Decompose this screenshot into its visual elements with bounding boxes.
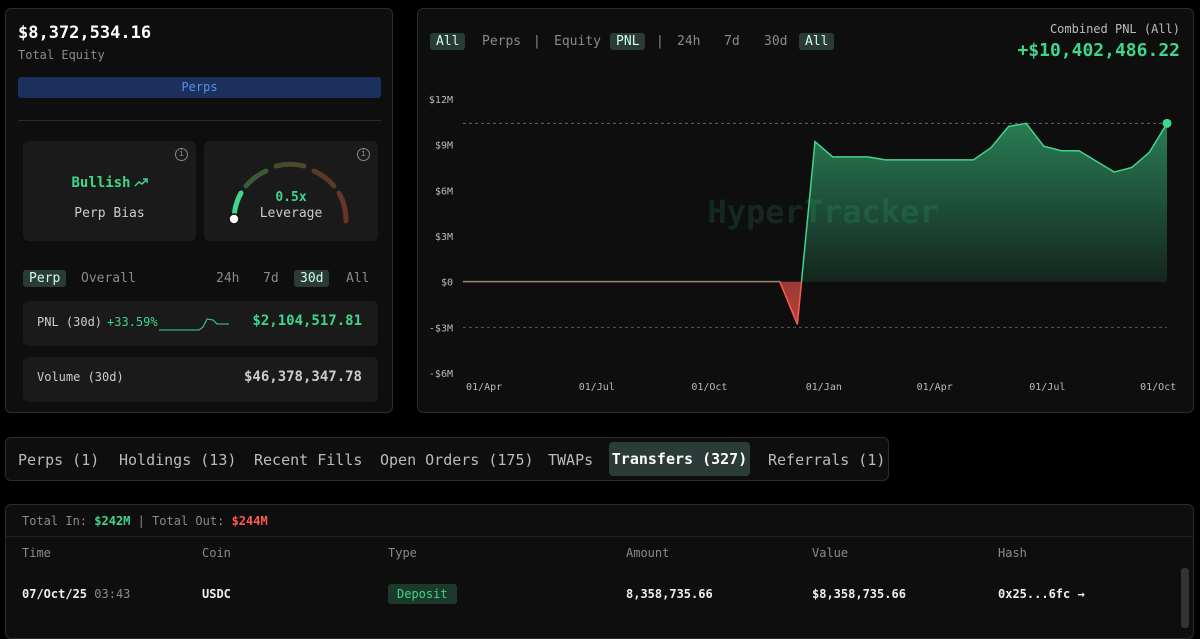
volume-card: Volume (30d) $46,378,347.78 xyxy=(23,357,378,402)
leverage-card: i 0.5x Leverage xyxy=(204,141,378,241)
account-panel: $8,372,534.16 Total Equity Perps i Bulli… xyxy=(5,8,393,413)
x-tick-label: 01/Apr xyxy=(466,382,502,393)
tab[interactable]: Recent Fills xyxy=(254,451,363,469)
period-btn[interactable]: All xyxy=(799,33,835,50)
column-header: Amount xyxy=(626,546,670,560)
coin: USDC xyxy=(202,587,231,601)
bias-label: Perp Bias xyxy=(74,206,145,221)
separator: | xyxy=(533,34,541,49)
row-date: 07/Oct/25 03:43 xyxy=(22,587,130,601)
pnl-sparkline xyxy=(159,318,229,331)
period-btn[interactable]: 24h xyxy=(677,34,701,49)
column-header: Hash xyxy=(998,546,1027,560)
stat-tab[interactable]: Overall xyxy=(81,271,136,286)
type-badge: Deposit xyxy=(388,584,457,604)
x-tick-label: 01/Oct xyxy=(1140,382,1176,393)
period[interactable]: All xyxy=(346,271,370,286)
equity: $8,372,534.16 xyxy=(18,23,152,43)
column-header: Coin xyxy=(202,546,231,560)
x-tick-label: 01/Jan xyxy=(806,382,842,393)
equity-label: Total Equity xyxy=(18,48,105,62)
amount: 8,358,735.66 xyxy=(626,587,713,601)
divider xyxy=(18,120,381,121)
period[interactable]: 7d xyxy=(263,271,279,286)
pnl-value: $2,104,517.81 xyxy=(252,313,362,329)
period[interactable]: 30d xyxy=(294,270,330,287)
pnl-label: PNL (30d) xyxy=(37,315,103,329)
perps-badge[interactable]: Perps xyxy=(18,77,381,98)
trend-icon xyxy=(133,178,148,187)
out-value: $244M xyxy=(231,514,268,528)
divider xyxy=(6,536,1193,537)
tab[interactable]: Referrals (1) xyxy=(768,451,886,469)
volume-label: Volume (30d) xyxy=(37,370,124,384)
leverage-value: 0.5x xyxy=(275,190,307,205)
volume-value: $46,378,347.78 xyxy=(243,369,362,385)
tab-active[interactable]: Transfers (327) xyxy=(609,442,750,476)
in-label: Total In: xyxy=(22,514,88,528)
period[interactable]: 24h xyxy=(216,271,240,286)
in-value: $242M xyxy=(94,514,131,528)
leverage-gauge xyxy=(228,161,349,225)
combined-label: Combined PNL (All) xyxy=(1049,22,1180,36)
scope-btn[interactable]: Perps xyxy=(482,34,522,49)
end-point xyxy=(1162,118,1172,128)
tabs-bar: Perps (1) Holdings (13) Recent Fills Ope… xyxy=(5,437,889,481)
y-tick-label: $6M xyxy=(435,186,453,197)
x-tick-label: 01/Apr xyxy=(917,382,953,393)
combined-value: +$10,402,486.22 xyxy=(1017,40,1180,61)
period-btn[interactable]: 7d xyxy=(724,34,740,49)
metric-btn[interactable]: Equity xyxy=(554,34,601,49)
transfers-panel: Total In: $242M | Total Out: $244M Time … xyxy=(5,504,1194,639)
bias-text: Bullish xyxy=(71,175,131,191)
x-tick-label: 01/Oct xyxy=(691,382,727,393)
pnl-chart: HyperTracker $12M$9M$6M$3M$0-$3M-$6M01/A… xyxy=(429,95,1176,393)
info-icon[interactable]: i xyxy=(357,148,370,161)
tab[interactable]: TWAPs xyxy=(548,451,594,469)
bias-value: Bullish xyxy=(23,175,196,191)
period-btn[interactable]: 30d xyxy=(764,34,788,49)
separator: | xyxy=(656,34,664,49)
value: $8,358,735.66 xyxy=(812,587,906,601)
pnl-card: PNL (30d) +33.59% $2,104,517.81 xyxy=(23,301,378,346)
scrollbar[interactable] xyxy=(1181,568,1189,628)
tab[interactable]: Perps (1) xyxy=(18,451,100,469)
y-tick-label: -$6M xyxy=(429,369,453,380)
x-tick-label: 01/Jul xyxy=(1029,382,1065,393)
y-tick-label: $9M xyxy=(435,141,453,152)
tab[interactable]: Open Orders (175) xyxy=(380,451,534,469)
out-label: Total Out: xyxy=(152,514,225,528)
y-tick-label: $12M xyxy=(429,95,453,106)
chart-panel: All Perps | Equity PNL | 24h 7d 30d All … xyxy=(417,8,1194,413)
x-tick-label: 01/Jul xyxy=(579,382,615,393)
y-tick-label: $0 xyxy=(441,278,453,289)
y-tick-label: $3M xyxy=(435,232,453,243)
y-tick-label: -$3M xyxy=(429,323,453,334)
transfers-summary: Total In: $242M | Total Out: $244M xyxy=(22,514,268,528)
column-header: Value xyxy=(812,546,849,560)
pnl-pct: +33.59% xyxy=(107,315,158,329)
bias-card: i Bullish Perp Bias xyxy=(23,141,196,241)
column-header: Time xyxy=(22,546,51,560)
column-header: Type xyxy=(388,546,417,560)
info-icon[interactable]: i xyxy=(175,148,188,161)
metric-btn[interactable]: PNL xyxy=(610,33,646,50)
pnl-line xyxy=(463,122,1168,282)
time: 03:43 xyxy=(94,587,131,601)
scope-btn[interactable]: All xyxy=(430,33,466,50)
area-positive xyxy=(801,123,1167,282)
date: 07/Oct/25 xyxy=(22,587,88,601)
hash[interactable]: 0x25...6fc → xyxy=(998,587,1085,601)
leverage-label: Leverage xyxy=(259,206,323,221)
stat-tab[interactable]: Perp xyxy=(23,270,67,287)
tab[interactable]: Holdings (13) xyxy=(119,451,237,469)
pnl-line-negative xyxy=(463,281,803,325)
